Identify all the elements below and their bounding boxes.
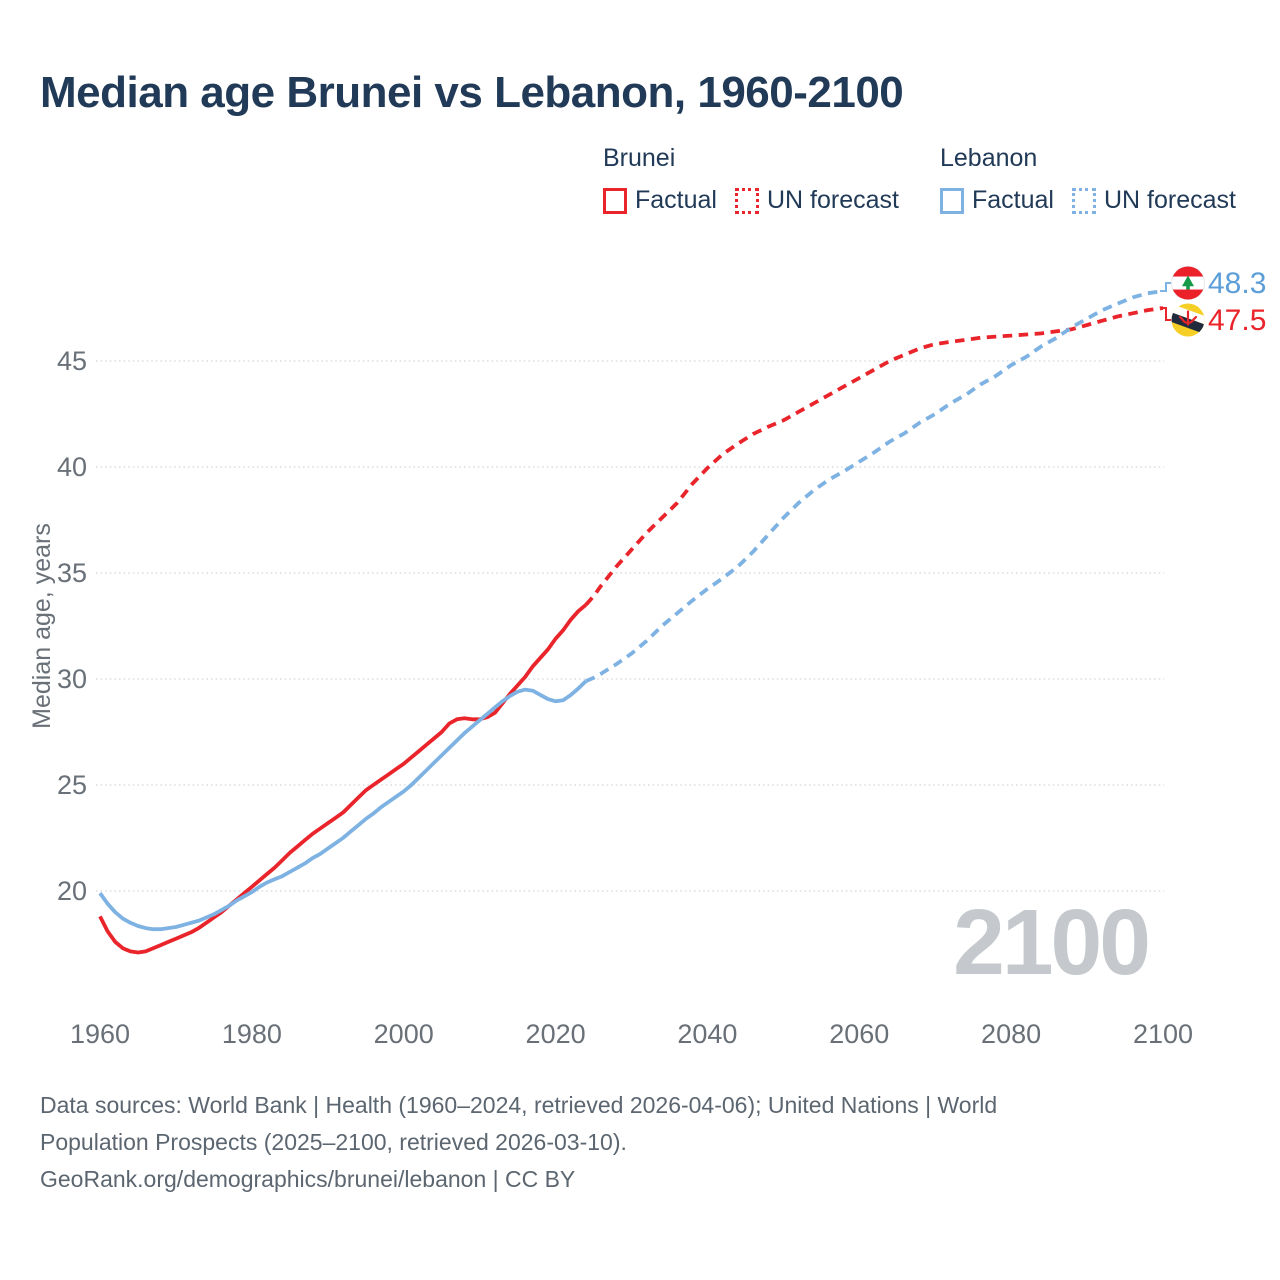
brunei-connector xyxy=(1160,307,1171,321)
legend-brunei-items: Factual UN forecast xyxy=(603,186,899,215)
y-axis-title: Median age, years xyxy=(28,523,56,729)
x-tick-1980: 1980 xyxy=(222,1019,282,1049)
x-tick-2040: 2040 xyxy=(677,1019,737,1049)
legend-brunei-label: Brunei xyxy=(603,144,676,172)
x-tick-1960: 1960 xyxy=(70,1019,130,1049)
watermark: 2100 xyxy=(953,890,1148,994)
legend-lebanon-label: Lebanon xyxy=(940,144,1038,172)
legend-lebanon-items: Factual UN forecast xyxy=(940,186,1236,215)
footer-line-1: Data sources: World Bank | Health (1960–… xyxy=(40,1092,998,1118)
lebanon-factual-swatch xyxy=(940,187,964,214)
lebanon-factual-label: Factual xyxy=(972,186,1054,214)
x-tick-2080: 2080 xyxy=(981,1019,1041,1049)
brunei-forecast-swatch xyxy=(734,187,759,214)
brunei-end-value: 47.5 xyxy=(1208,304,1266,337)
chart-title: Median age Brunei vs Lebanon, 1960-2100 xyxy=(40,68,904,117)
lebanon-forecast-swatch xyxy=(1071,187,1096,214)
lebanon-flag-icon xyxy=(1171,266,1205,301)
lebanon-forecast-line xyxy=(585,289,1164,683)
footer-line-2: Population Prospects (2025–2100, retriev… xyxy=(40,1129,627,1155)
brunei-factual-line xyxy=(98,603,588,955)
brunei-factual-swatch xyxy=(603,187,627,214)
lebanon-factual-line xyxy=(98,679,588,932)
x-tick-2100: 2100 xyxy=(1133,1019,1193,1049)
lebanon-forecast-label: UN forecast xyxy=(1103,186,1236,214)
brunei-forecast-line xyxy=(584,306,1164,607)
y-tick-40: 40 xyxy=(57,452,87,482)
y-tick-45: 45 xyxy=(57,346,87,376)
x-tick-2000: 2000 xyxy=(374,1019,434,1049)
brunei-flag-icon xyxy=(1171,303,1205,337)
footer-link: GeoRank.org/demographics/brunei/lebanon … xyxy=(40,1166,576,1192)
y-tick-35: 35 xyxy=(57,558,87,588)
brunei-forecast-label: UN forecast xyxy=(766,186,899,214)
y-tick-20: 20 xyxy=(57,876,87,906)
legend-group-lebanon: Lebanon Factual UN forecast xyxy=(940,144,1236,215)
y-tick-30: 30 xyxy=(57,664,87,694)
x-tick-2020: 2020 xyxy=(526,1019,586,1049)
brunei-factual-label: Factual xyxy=(635,186,717,214)
x-tick-2060: 2060 xyxy=(829,1019,889,1049)
lebanon-end-value: 48.3 xyxy=(1208,267,1266,300)
lebanon-connector xyxy=(1160,282,1171,293)
y-tick-25: 25 xyxy=(57,770,87,800)
footer: Data sources: World Bank | Health (1960–… xyxy=(40,1087,997,1198)
legend-group-brunei: Brunei Factual UN forecast xyxy=(603,144,899,215)
